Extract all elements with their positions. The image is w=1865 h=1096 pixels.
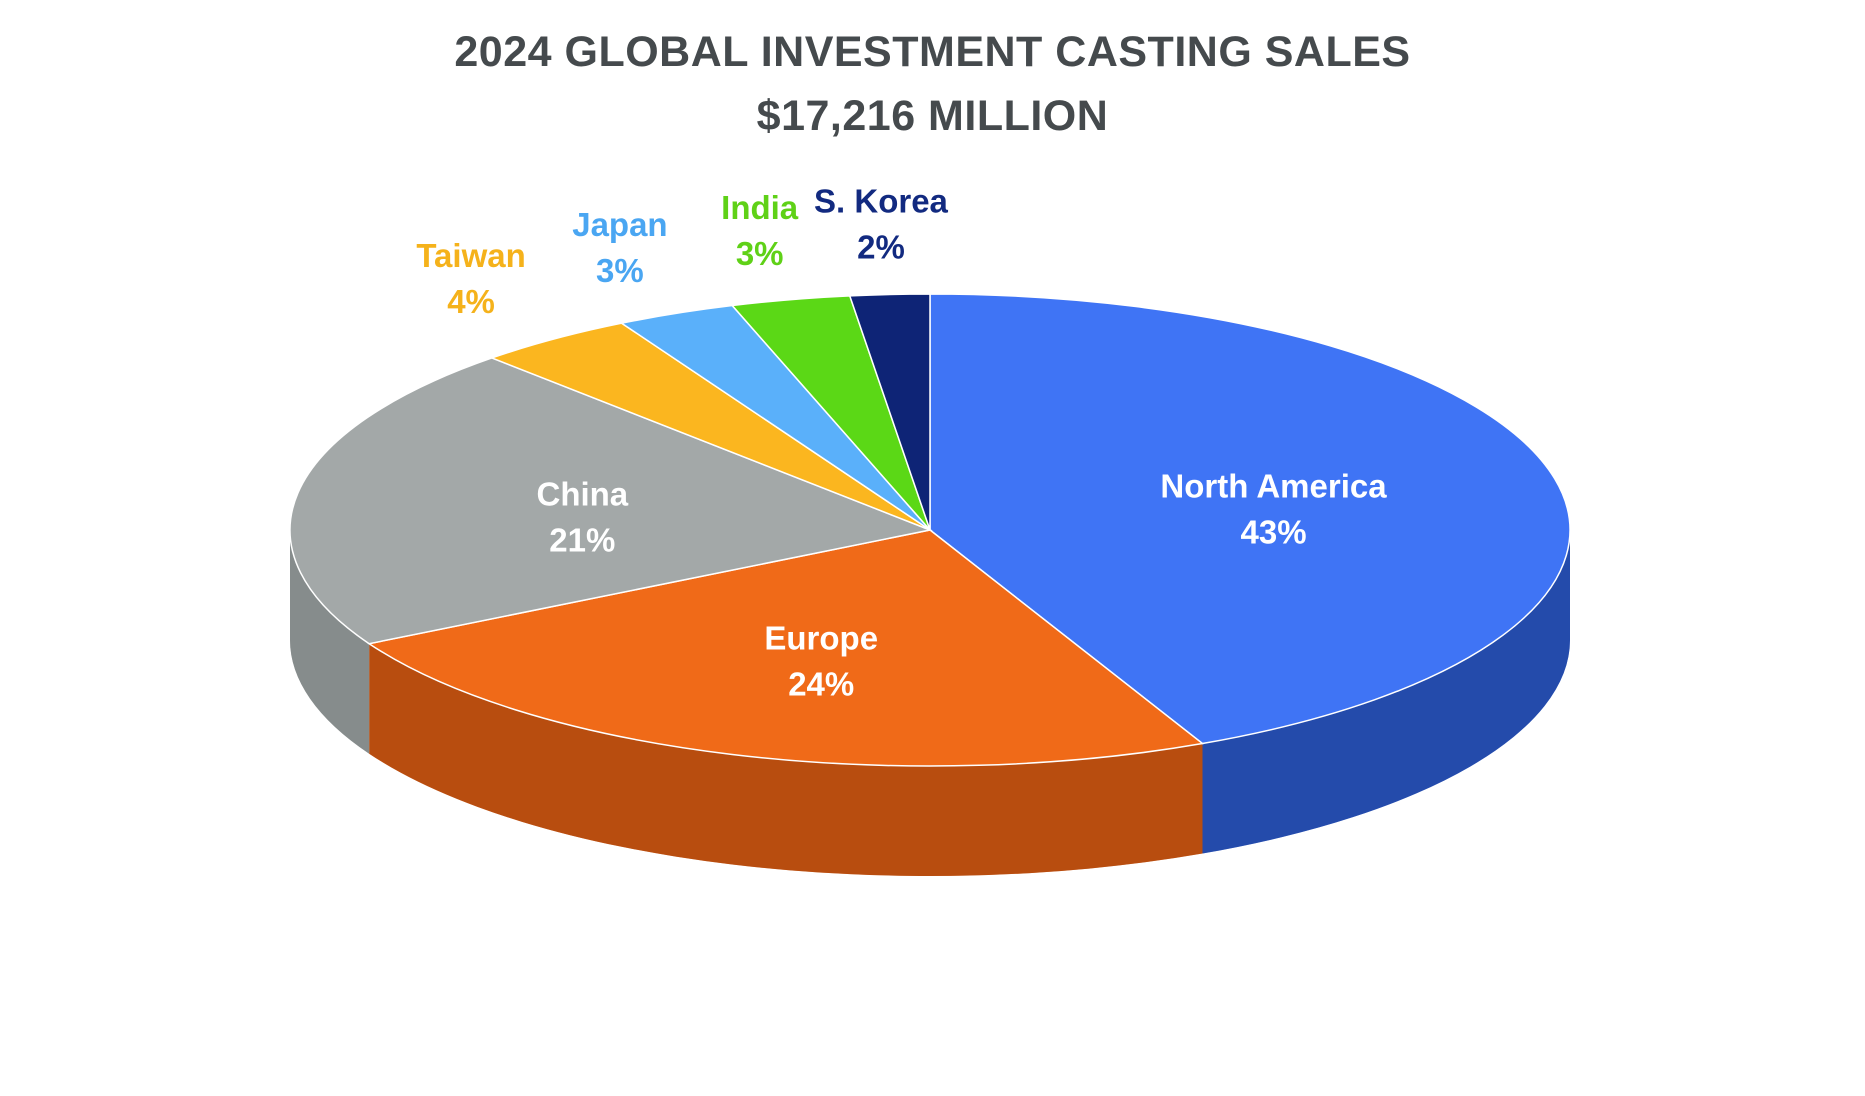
slice-percent-label: 24% <box>788 665 854 702</box>
slice-percent-label: 4% <box>447 283 495 320</box>
pie-slice-s-korea <box>848 293 931 531</box>
slice-name-label: S. Korea <box>814 183 949 220</box>
slice-percent-label: 2% <box>857 229 905 266</box>
slice-name-label: China <box>536 476 628 513</box>
slice-label-europe: Europe 24% <box>764 619 878 702</box>
pie-side-shade-north-america <box>1202 530 1570 854</box>
pie-slice-europe <box>367 529 1205 767</box>
slice-name-label: Europe <box>764 619 878 656</box>
slice-label-s-korea: S. Korea 2% <box>814 183 949 266</box>
slice-label-taiwan: Taiwan 4% <box>416 237 525 320</box>
slice-name-label: India <box>721 189 799 226</box>
pie-slice-china <box>289 357 933 645</box>
slice-percent-label: 21% <box>549 522 615 559</box>
slice-percent-label: 43% <box>1240 514 1306 551</box>
slice-label-north-america: North America 43% <box>1160 468 1387 551</box>
chart-title: 2024 GLOBAL INVESTMENT CASTING SALES <box>454 28 1411 76</box>
slice-percent-label: 3% <box>736 235 784 272</box>
slice-name-label: North America <box>1160 468 1387 505</box>
pie-label-layer: North America 43% Europe 24% China 21% Taiwan 4… <box>416 183 1387 703</box>
pie-side-shade-europe <box>369 643 1203 876</box>
slice-name-label: Japan <box>572 206 667 243</box>
slice-name-label: Taiwan <box>416 237 525 274</box>
slice-label-china: China 21% <box>536 476 628 559</box>
slice-label-india: India 3% <box>721 189 799 272</box>
pie-side-layer <box>290 530 1570 876</box>
slice-label-japan: Japan 3% <box>572 206 667 289</box>
slice-percent-label: 3% <box>596 252 644 289</box>
pie-top-layer <box>289 293 1571 767</box>
chart-subtitle: $17,216 MILLION <box>756 92 1109 140</box>
pie-slice-north-america <box>929 293 1571 745</box>
pie-side-shade-china <box>290 530 370 754</box>
